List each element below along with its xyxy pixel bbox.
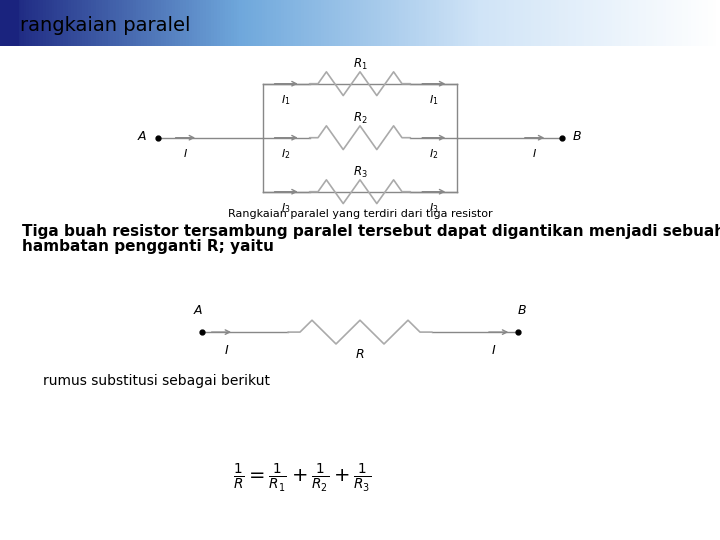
Text: $A$: $A$ [138, 130, 148, 143]
Text: $I_2$: $I_2$ [429, 147, 438, 161]
Text: Tiga buah resistor tersambung paralel tersebut dapat digantikan menjadi sebuah: Tiga buah resistor tersambung paralel te… [22, 224, 720, 239]
Text: $I_1$: $I_1$ [282, 93, 291, 107]
Text: hambatan pengganti R; yaitu: hambatan pengganti R; yaitu [22, 239, 274, 254]
Text: $I$: $I$ [224, 344, 230, 357]
Text: $I$: $I$ [532, 147, 536, 159]
Text: $B$: $B$ [572, 130, 582, 143]
Text: $I_3$: $I_3$ [429, 201, 438, 215]
Text: $I$: $I$ [490, 344, 496, 357]
Text: $B$: $B$ [517, 304, 527, 317]
Text: $R$: $R$ [355, 348, 365, 361]
Text: $I_1$: $I_1$ [429, 93, 438, 107]
Text: $R_2$: $R_2$ [353, 111, 367, 126]
Text: $\frac{1}{R} = \frac{1}{R_1} + \frac{1}{R_2} + \frac{1}{R_3}$: $\frac{1}{R} = \frac{1}{R_1} + \frac{1}{… [233, 462, 372, 494]
Text: $R_1$: $R_1$ [353, 57, 367, 72]
Bar [0, 0, 18, 46]
Text: $R_3$: $R_3$ [353, 165, 367, 180]
Text: $I_2$: $I_2$ [282, 147, 291, 161]
Text: $I$: $I$ [184, 147, 188, 159]
Text: Rangkaian paralel yang terdiri dari tiga resistor: Rangkaian paralel yang terdiri dari tiga… [228, 209, 492, 219]
Text: $A$: $A$ [193, 304, 203, 317]
Text: $I_3$: $I_3$ [282, 201, 291, 215]
Text: rumus substitusi sebagai berikut: rumus substitusi sebagai berikut [43, 374, 270, 388]
Text: rangkaian paralel: rangkaian paralel [20, 16, 191, 35]
